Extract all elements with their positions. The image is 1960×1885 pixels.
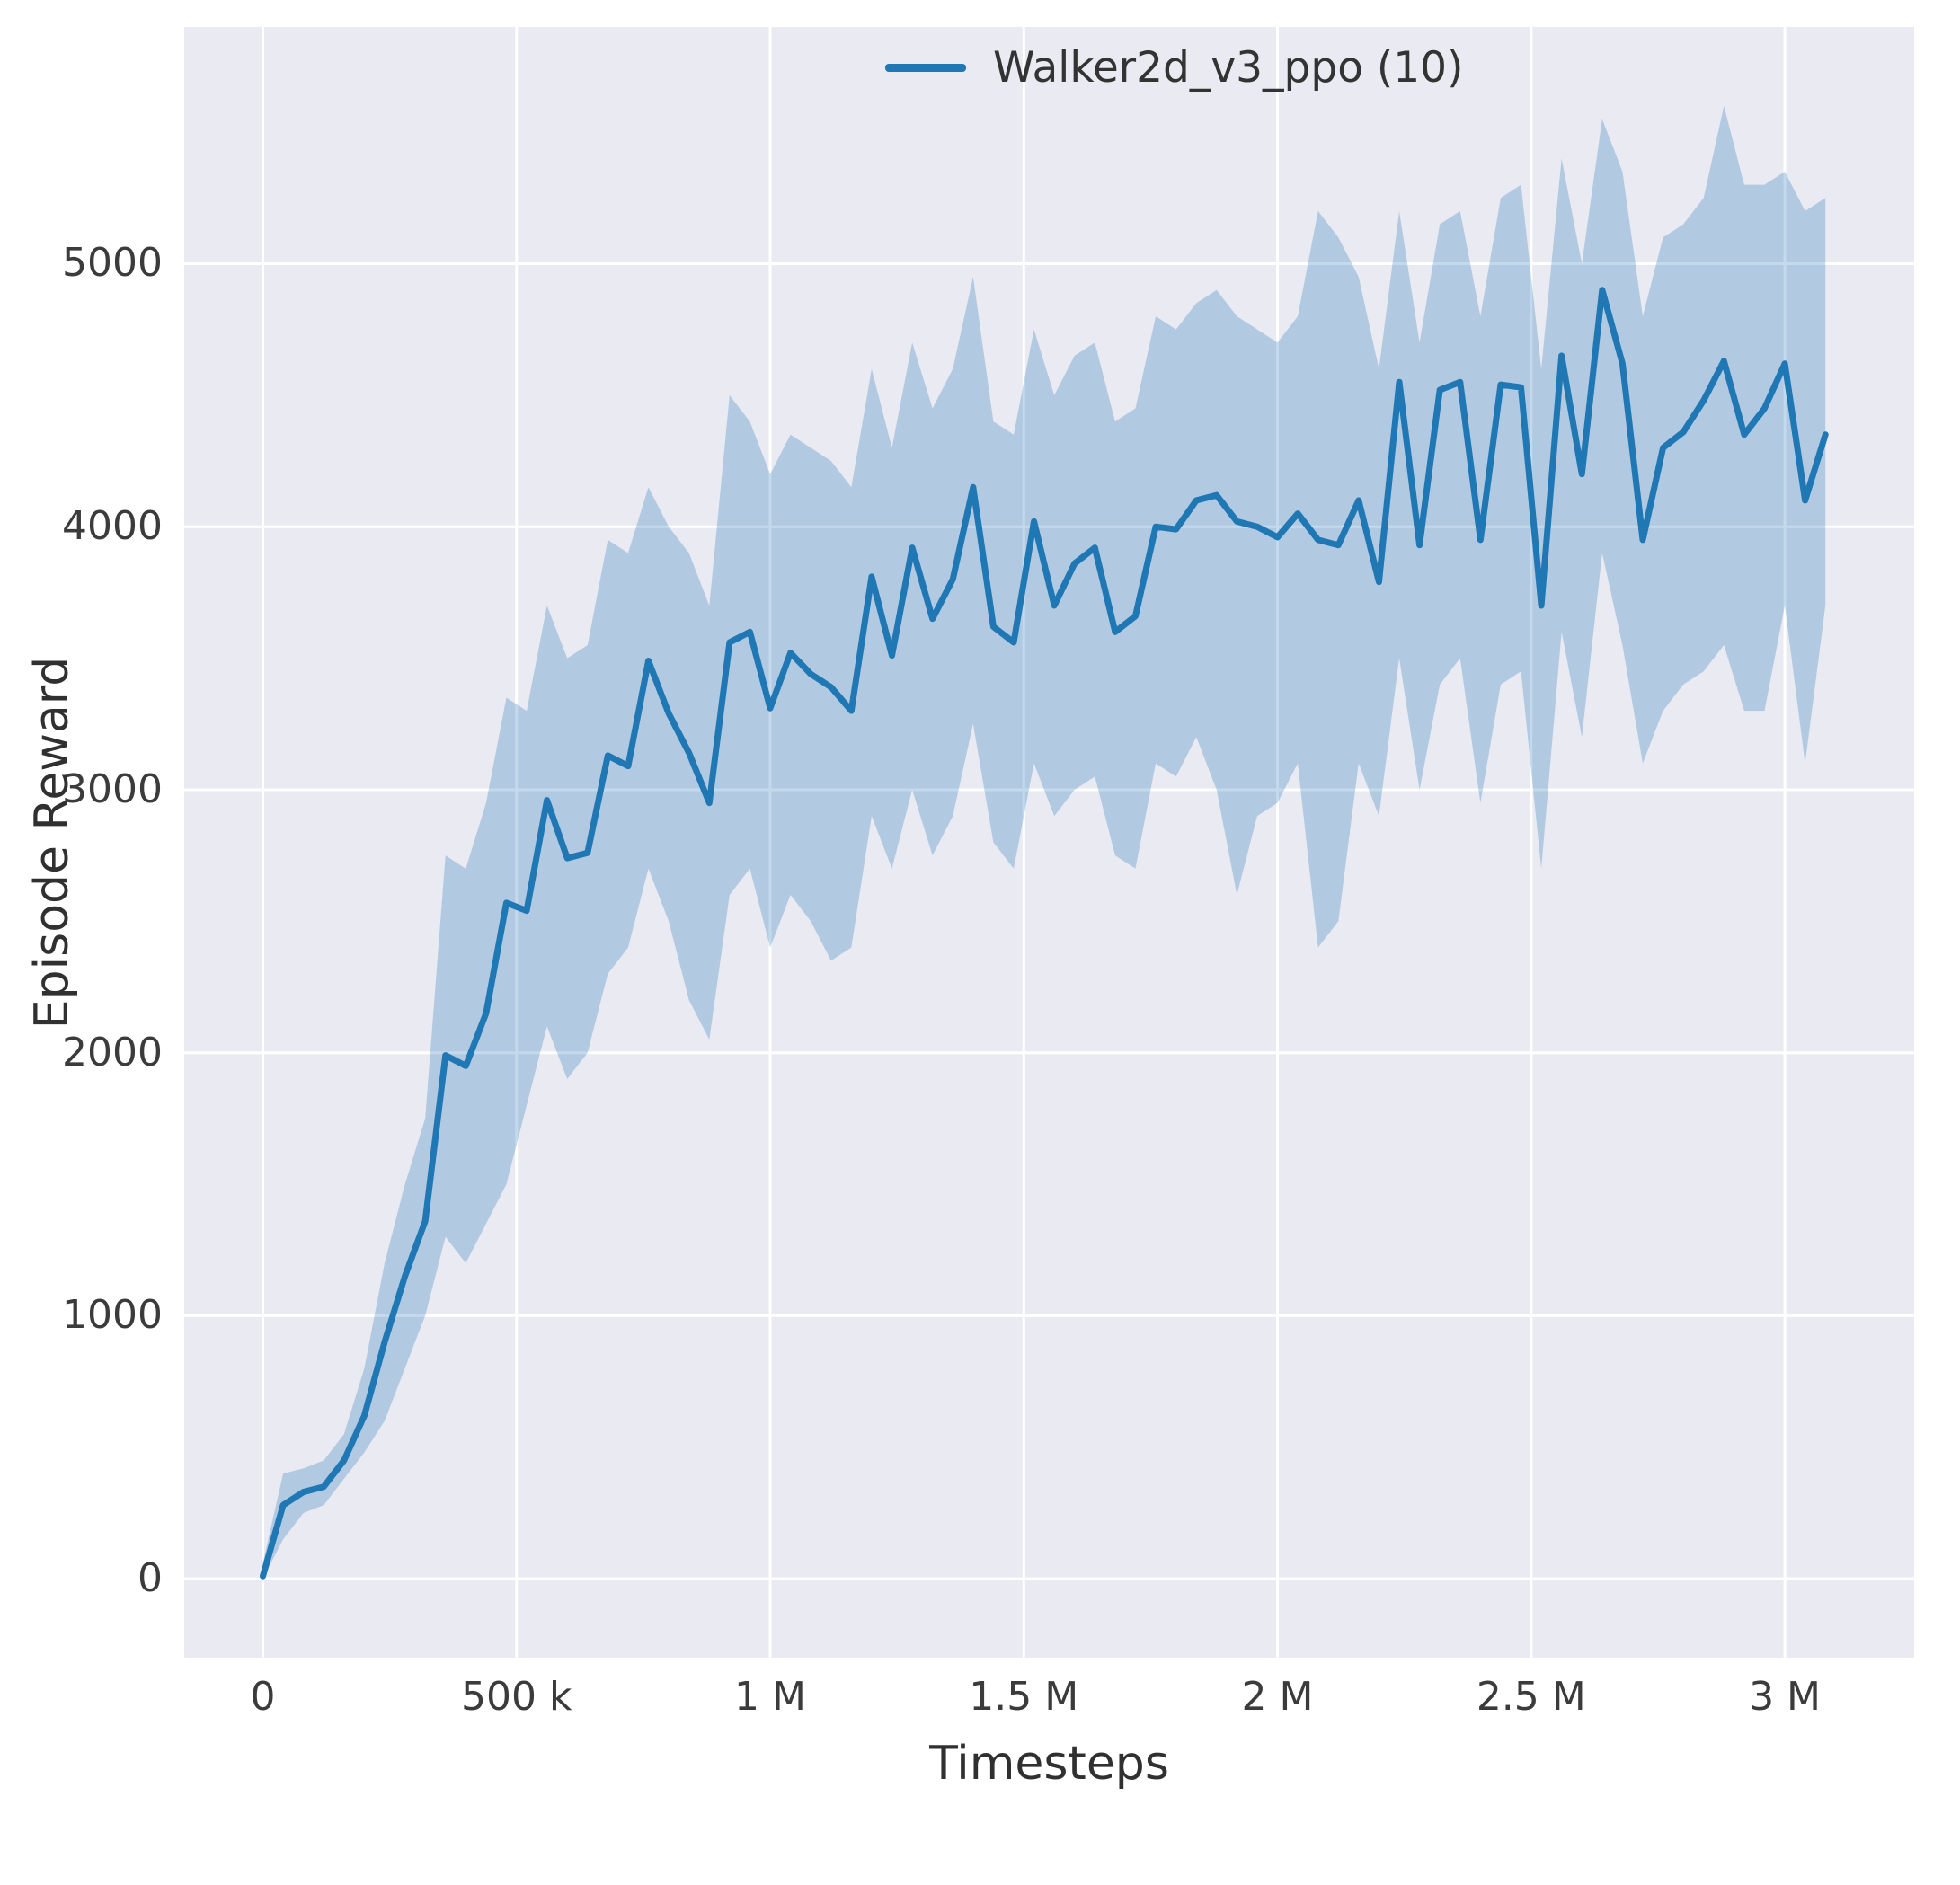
y-tick-label: 2000 xyxy=(62,1029,163,1075)
x-tick-label: 1.5 M xyxy=(969,1674,1079,1720)
y-tick-label: 1000 xyxy=(62,1292,163,1339)
x-tick-label: 3 M xyxy=(1749,1674,1822,1720)
x-tick-label: 500 k xyxy=(461,1674,572,1720)
x-tick-label: 0 xyxy=(250,1674,276,1720)
x-tick-label: 1 M xyxy=(734,1674,806,1720)
legend-line-swatch xyxy=(885,64,966,72)
y-tick-label: 3000 xyxy=(62,766,163,812)
x-axis-label: Timesteps xyxy=(929,1737,1169,1791)
x-tick-label: 2 M xyxy=(1241,1674,1314,1720)
legend: Walker2d_v3_ppo (10) xyxy=(885,47,1463,89)
y-axis-label: Episode Reward xyxy=(25,656,79,1029)
y-tick-label: 4000 xyxy=(62,503,163,550)
y-tick-label: 5000 xyxy=(62,240,163,287)
legend-label: Walker2d_v3_ppo (10) xyxy=(993,43,1464,93)
mean-line xyxy=(260,287,1829,1580)
y-tick-label: 0 xyxy=(137,1555,163,1602)
confidence-band xyxy=(262,105,1826,1580)
x-tick-label: 2.5 M xyxy=(1476,1674,1586,1720)
plot-background xyxy=(184,27,1914,1658)
